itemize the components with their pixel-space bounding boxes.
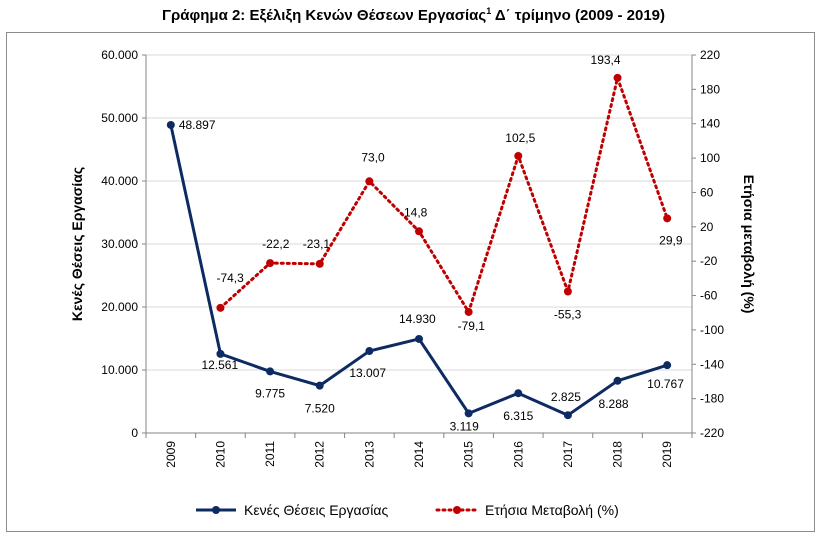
y-axis-title: Κενές Θέσεις Εργασίας xyxy=(69,167,85,321)
y-tick-label: 60.000 xyxy=(101,48,138,62)
x-tick-label: 2016 xyxy=(511,441,525,468)
y2-tick-label: 20 xyxy=(700,220,714,234)
vacancies-data-label: 3.119 xyxy=(450,419,479,433)
chart-frame xyxy=(6,32,815,532)
change-data-label: -79,1 xyxy=(458,319,486,333)
vacancies-data-label: 48.897 xyxy=(179,118,216,132)
change-point xyxy=(663,214,672,223)
vacancies-data-label: 9.775 xyxy=(255,386,285,400)
change-data-label: -22,2 xyxy=(262,237,290,251)
x-tick-label: 2012 xyxy=(313,441,327,468)
vacancies-data-label: 2.825 xyxy=(551,390,581,404)
x-tick-label: 2009 xyxy=(164,441,178,468)
y2-tick-label: -140 xyxy=(700,357,724,371)
y2-tick-label: -60 xyxy=(700,289,718,303)
vacancies-data-label: 14.930 xyxy=(399,312,436,326)
vacancies-data-label: 7.520 xyxy=(305,402,335,416)
change-point xyxy=(365,177,374,186)
change-point xyxy=(266,259,275,268)
x-tick-label: 2018 xyxy=(611,441,625,468)
x-tick-label: 2010 xyxy=(213,441,227,468)
change-data-label: -55,3 xyxy=(554,308,582,322)
change-point xyxy=(464,307,473,316)
chart-title-footnote-mark: 1 xyxy=(486,6,492,16)
change-point xyxy=(216,303,225,312)
y2-tick-label: -20 xyxy=(700,254,718,268)
vacancies-point xyxy=(365,347,374,356)
change-data-label: 193,4 xyxy=(591,53,621,67)
change-point xyxy=(613,73,622,82)
vacancies-data-label: 8.288 xyxy=(599,397,629,411)
y2-tick-label: 140 xyxy=(700,117,720,131)
data-labels: 48.897 12.561 9.775 7.520 13.007 14.930 3.119 6… xyxy=(179,53,684,433)
change-data-label: 73,0 xyxy=(361,150,385,164)
vacancies-point xyxy=(315,381,324,390)
change-data-label: 14,8 xyxy=(404,205,428,219)
y-tick-label: 0 xyxy=(131,426,138,440)
change-data-label: -23,1 xyxy=(303,237,331,251)
change-point xyxy=(315,259,324,268)
x-tick-label: 2019 xyxy=(660,441,674,468)
vacancies-data-label: 12.561 xyxy=(201,358,238,372)
axes: 0 10.000 20.000 30.000 40.000 50.000 60.000 -22… xyxy=(69,48,757,468)
vacancies-point xyxy=(514,389,523,398)
chart-title: Γράφημα 2: Εξέλιξη Κενών Θέσεων Εργασίας… xyxy=(0,6,827,24)
vacancies-point xyxy=(563,411,572,420)
vacancies-point xyxy=(415,334,423,343)
legend-vacancies-marker xyxy=(212,506,220,514)
y2-tick-label: 220 xyxy=(700,48,720,62)
y-tick-label: 40.000 xyxy=(101,174,138,188)
legend-change-marker xyxy=(453,506,461,514)
vacancies-data-label: 10.767 xyxy=(647,377,684,391)
x-tick-label: 2015 xyxy=(462,441,476,468)
legend: Κενές Θέσεις Εργασίας Ετήσια Μεταβολή (%) xyxy=(196,502,619,518)
y-tick-label: 50.000 xyxy=(101,111,138,125)
vacancies-point xyxy=(166,120,175,129)
y2-tick-label: -220 xyxy=(700,426,724,440)
y2-tick-label: 100 xyxy=(700,151,720,165)
chart-title-tail: Δ΄ τρίμηνο (2009 - 2019) xyxy=(491,7,666,24)
y2-tick-label: 60 xyxy=(700,185,714,199)
change-data-label: 29,9 xyxy=(659,233,683,247)
x-tick-label: 2017 xyxy=(561,441,575,468)
change-data-label: 102,5 xyxy=(505,131,535,145)
y2-tick-label: -100 xyxy=(700,323,724,337)
y-tick-label: 30.000 xyxy=(101,237,138,251)
y2-tick-label: -180 xyxy=(700,392,724,406)
vacancies-point xyxy=(464,409,473,418)
legend-change-label: Ετήσια Μεταβολή (%) xyxy=(485,502,619,518)
series xyxy=(166,72,672,420)
change-point xyxy=(563,287,572,296)
vacancies-point xyxy=(216,349,225,358)
x-tick-label: 2011 xyxy=(263,441,277,467)
vacancies-data-label: 6.315 xyxy=(503,409,533,423)
x-tick-label: 2014 xyxy=(412,441,426,468)
vacancies-point xyxy=(266,367,275,376)
change-point xyxy=(415,227,423,236)
x-tick-label: 2013 xyxy=(362,441,376,468)
grid-lines xyxy=(146,54,692,371)
change-point xyxy=(514,151,523,160)
y-tick-label: 10.000 xyxy=(101,363,138,377)
legend-vacancies-label: Κενές Θέσεις Εργασίας xyxy=(244,502,388,518)
y2-axis-title: Ετήσια μεταβολή (%) xyxy=(741,175,757,314)
y2-tick-label: 180 xyxy=(700,82,720,96)
change-data-label: -74,3 xyxy=(216,271,244,285)
vacancies-data-label: 13.007 xyxy=(349,366,386,380)
series-vacancies-line xyxy=(169,124,668,417)
chart-title-main: Γράφημα 2: Εξέλιξη Κενών Θέσεων Εργασίας xyxy=(161,7,487,24)
vacancies-point xyxy=(613,376,622,385)
y-tick-label: 20.000 xyxy=(101,300,138,314)
vacancies-point xyxy=(663,361,672,370)
series-change-line xyxy=(218,72,669,316)
